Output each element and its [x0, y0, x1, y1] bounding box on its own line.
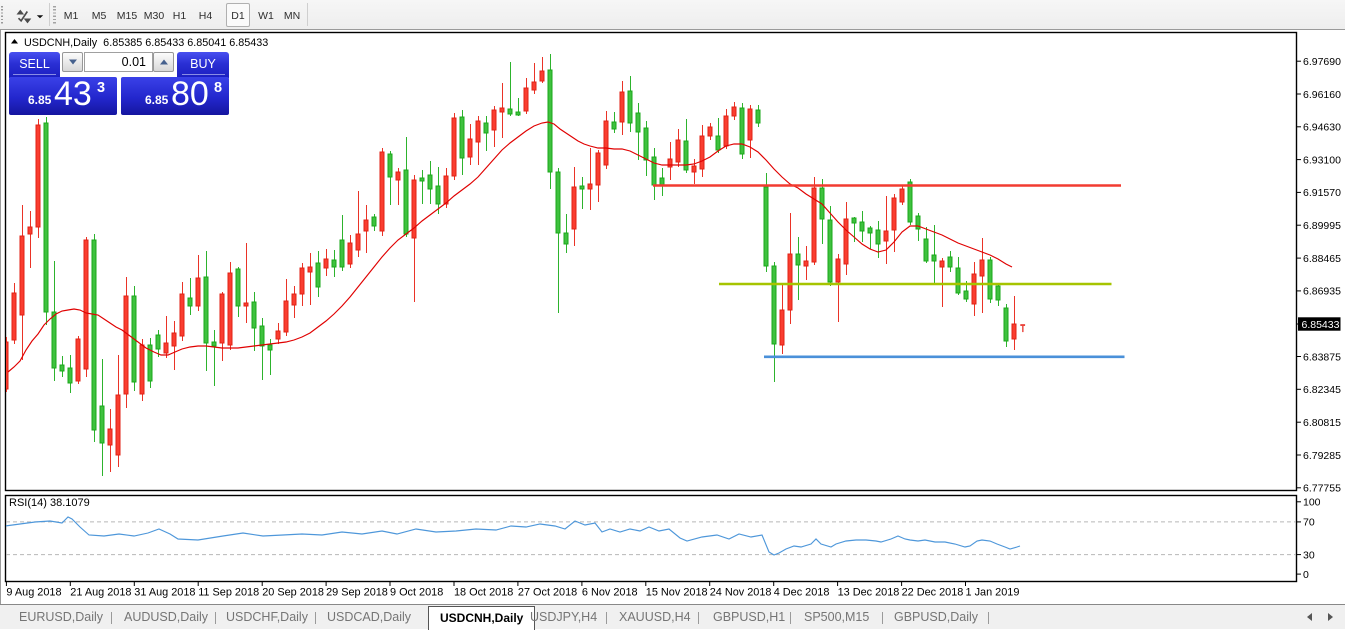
svg-text:0: 0: [1303, 569, 1309, 581]
svg-text:RSI(14) 38.1079: RSI(14) 38.1079: [9, 497, 90, 509]
svg-text:15 Nov 2018: 15 Nov 2018: [646, 587, 708, 599]
svg-text:21 Aug 2018: 21 Aug 2018: [70, 587, 131, 599]
svg-text:30: 30: [1303, 549, 1315, 561]
svg-text:13 Dec 2018: 13 Dec 2018: [838, 587, 900, 599]
svg-text:22 Dec 2018: 22 Dec 2018: [902, 587, 964, 599]
svg-text:29 Sep 2018: 29 Sep 2018: [326, 587, 388, 599]
svg-text:11 Sep 2018: 11 Sep 2018: [198, 587, 259, 599]
svg-text:USDCNH,Daily 6.85385 6.85433: USDCNH,Daily 6.85385 6.85433 6.85041 6.8…: [24, 37, 268, 49]
svg-text:6 Nov 2018: 6 Nov 2018: [582, 587, 638, 599]
svg-text:6.86935: 6.86935: [1303, 286, 1341, 298]
svg-text:100: 100: [1303, 497, 1321, 509]
svg-text:31 Aug 2018: 31 Aug 2018: [134, 587, 195, 599]
svg-text:6.80815: 6.80815: [1303, 417, 1341, 429]
svg-text:6.77755: 6.77755: [1303, 483, 1341, 495]
svg-text:20 Sep 2018: 20 Sep 2018: [262, 587, 324, 599]
svg-text:6.94630: 6.94630: [1303, 122, 1341, 134]
svg-text:4 Dec 2018: 4 Dec 2018: [774, 587, 830, 599]
svg-text:6.85433: 6.85433: [1302, 319, 1340, 331]
svg-text:70: 70: [1303, 517, 1315, 529]
svg-text:6.96160: 6.96160: [1303, 89, 1341, 101]
svg-text:6.97690: 6.97690: [1303, 56, 1341, 68]
svg-text:1 Jan 2019: 1 Jan 2019: [966, 587, 1020, 599]
svg-text:9 Oct 2018: 9 Oct 2018: [390, 587, 443, 599]
svg-text:6.88465: 6.88465: [1303, 253, 1341, 265]
svg-text:6.89995: 6.89995: [1303, 220, 1341, 232]
svg-text:27 Oct 2018: 27 Oct 2018: [518, 587, 577, 599]
svg-text:6.82345: 6.82345: [1303, 384, 1341, 396]
svg-text:6.79285: 6.79285: [1303, 450, 1341, 462]
svg-text:18 Oct 2018: 18 Oct 2018: [454, 587, 513, 599]
svg-text:6.93100: 6.93100: [1303, 154, 1341, 166]
svg-text:9 Aug 2018: 9 Aug 2018: [6, 587, 61, 599]
svg-text:6.83875: 6.83875: [1303, 351, 1341, 363]
svg-text:6.91570: 6.91570: [1303, 187, 1341, 199]
svg-text:24 Nov 2018: 24 Nov 2018: [710, 587, 772, 599]
